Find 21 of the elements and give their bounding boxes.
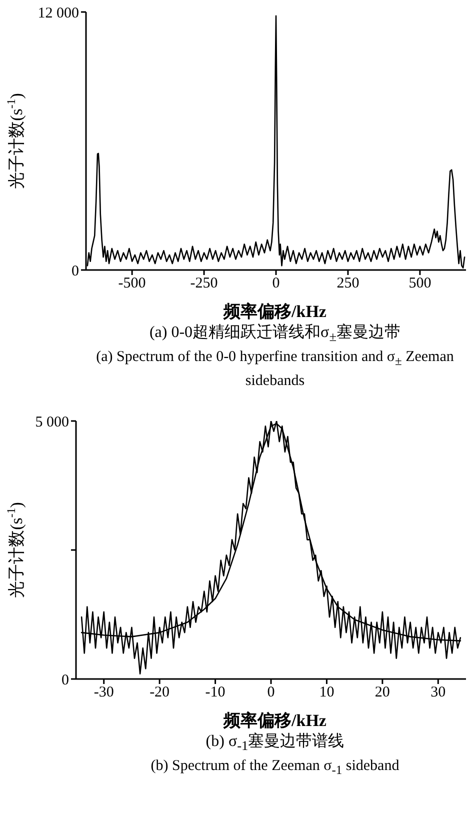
text: (a) 0-0超精细跃迁谱线和σ$_{±}$塞曼边带 bbox=[148, 323, 402, 346]
x-axis-title: 频率偏移/kHz bbox=[222, 301, 328, 323]
x-tick-label: 0 bbox=[272, 276, 280, 292]
x-tick-label: -10 bbox=[205, 684, 226, 701]
x-tick-label: -30 bbox=[94, 684, 114, 701]
y-tick-label: 5 000 bbox=[35, 414, 69, 431]
x-tick-label: -250 bbox=[190, 276, 218, 292]
x-tick-label: -500 bbox=[118, 276, 146, 292]
x-tick-label: 500 bbox=[408, 276, 432, 292]
x-tick-label: 30 bbox=[430, 684, 446, 701]
text: (b) Spectrum of the Zeeman σ$_{-1}$ sideband bbox=[150, 757, 400, 780]
y-tick-label: 0 bbox=[62, 672, 69, 689]
text: (b) σ$_{-1}$塞曼边带谱线 bbox=[204, 732, 346, 756]
x-tick-label: 250 bbox=[336, 276, 360, 292]
x-axis-title: 频率偏移/kHz bbox=[222, 710, 328, 732]
x-tick-label: 10 bbox=[319, 684, 334, 701]
x-tick-label: 20 bbox=[374, 684, 390, 701]
y-tick-label: 12 000 bbox=[38, 5, 79, 22]
x-tick-label: -20 bbox=[150, 684, 170, 701]
x-tick-label: 0 bbox=[267, 684, 275, 701]
text: (a) Spectrum of the 0-0 hyperfine transition and σ$_{±}$ Zeeman sidebands bbox=[96, 349, 454, 390]
